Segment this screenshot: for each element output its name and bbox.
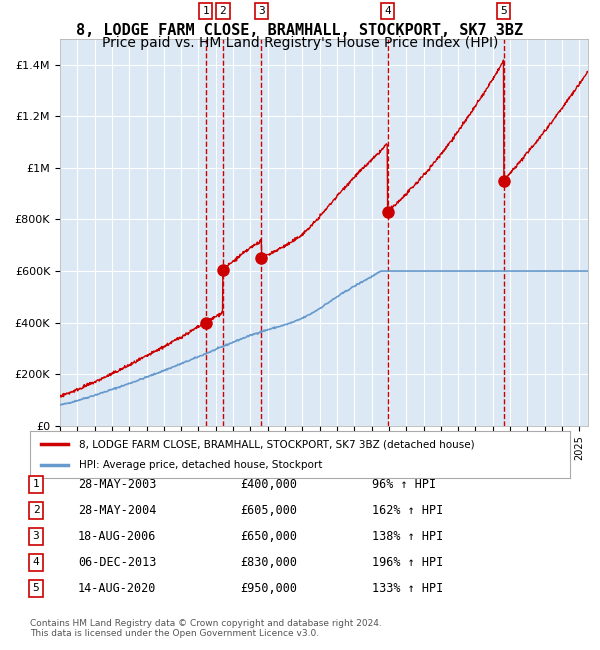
Text: 28-MAY-2003: 28-MAY-2003: [78, 478, 157, 491]
Text: £400,000: £400,000: [240, 478, 297, 491]
Text: 06-DEC-2013: 06-DEC-2013: [78, 556, 157, 569]
Text: 4: 4: [32, 557, 40, 567]
Text: 96% ↑ HPI: 96% ↑ HPI: [372, 478, 436, 491]
Text: 4: 4: [384, 6, 391, 16]
Text: 1: 1: [32, 479, 40, 489]
Text: 2: 2: [32, 505, 40, 515]
Text: Contains HM Land Registry data © Crown copyright and database right 2024.
This d: Contains HM Land Registry data © Crown c…: [30, 619, 382, 638]
Text: 196% ↑ HPI: 196% ↑ HPI: [372, 556, 443, 569]
Text: 162% ↑ HPI: 162% ↑ HPI: [372, 504, 443, 517]
Text: 8, LODGE FARM CLOSE, BRAMHALL, STOCKPORT, SK7 3BZ (detached house): 8, LODGE FARM CLOSE, BRAMHALL, STOCKPORT…: [79, 439, 474, 449]
Text: 14-AUG-2020: 14-AUG-2020: [78, 582, 157, 595]
Text: 3: 3: [32, 531, 40, 541]
Text: £950,000: £950,000: [240, 582, 297, 595]
Text: 3: 3: [258, 6, 265, 16]
Text: Price paid vs. HM Land Registry's House Price Index (HPI): Price paid vs. HM Land Registry's House …: [102, 36, 498, 50]
Text: 1: 1: [202, 6, 209, 16]
Text: 5: 5: [32, 583, 40, 593]
Text: 18-AUG-2006: 18-AUG-2006: [78, 530, 157, 543]
Text: 5: 5: [500, 6, 507, 16]
Text: 133% ↑ HPI: 133% ↑ HPI: [372, 582, 443, 595]
Text: 8, LODGE FARM CLOSE, BRAMHALL, STOCKPORT, SK7 3BZ: 8, LODGE FARM CLOSE, BRAMHALL, STOCKPORT…: [76, 23, 524, 38]
Text: 28-MAY-2004: 28-MAY-2004: [78, 504, 157, 517]
Text: £830,000: £830,000: [240, 556, 297, 569]
Text: HPI: Average price, detached house, Stockport: HPI: Average price, detached house, Stoc…: [79, 460, 322, 470]
Text: 138% ↑ HPI: 138% ↑ HPI: [372, 530, 443, 543]
Text: £605,000: £605,000: [240, 504, 297, 517]
Text: £650,000: £650,000: [240, 530, 297, 543]
Text: 2: 2: [220, 6, 226, 16]
